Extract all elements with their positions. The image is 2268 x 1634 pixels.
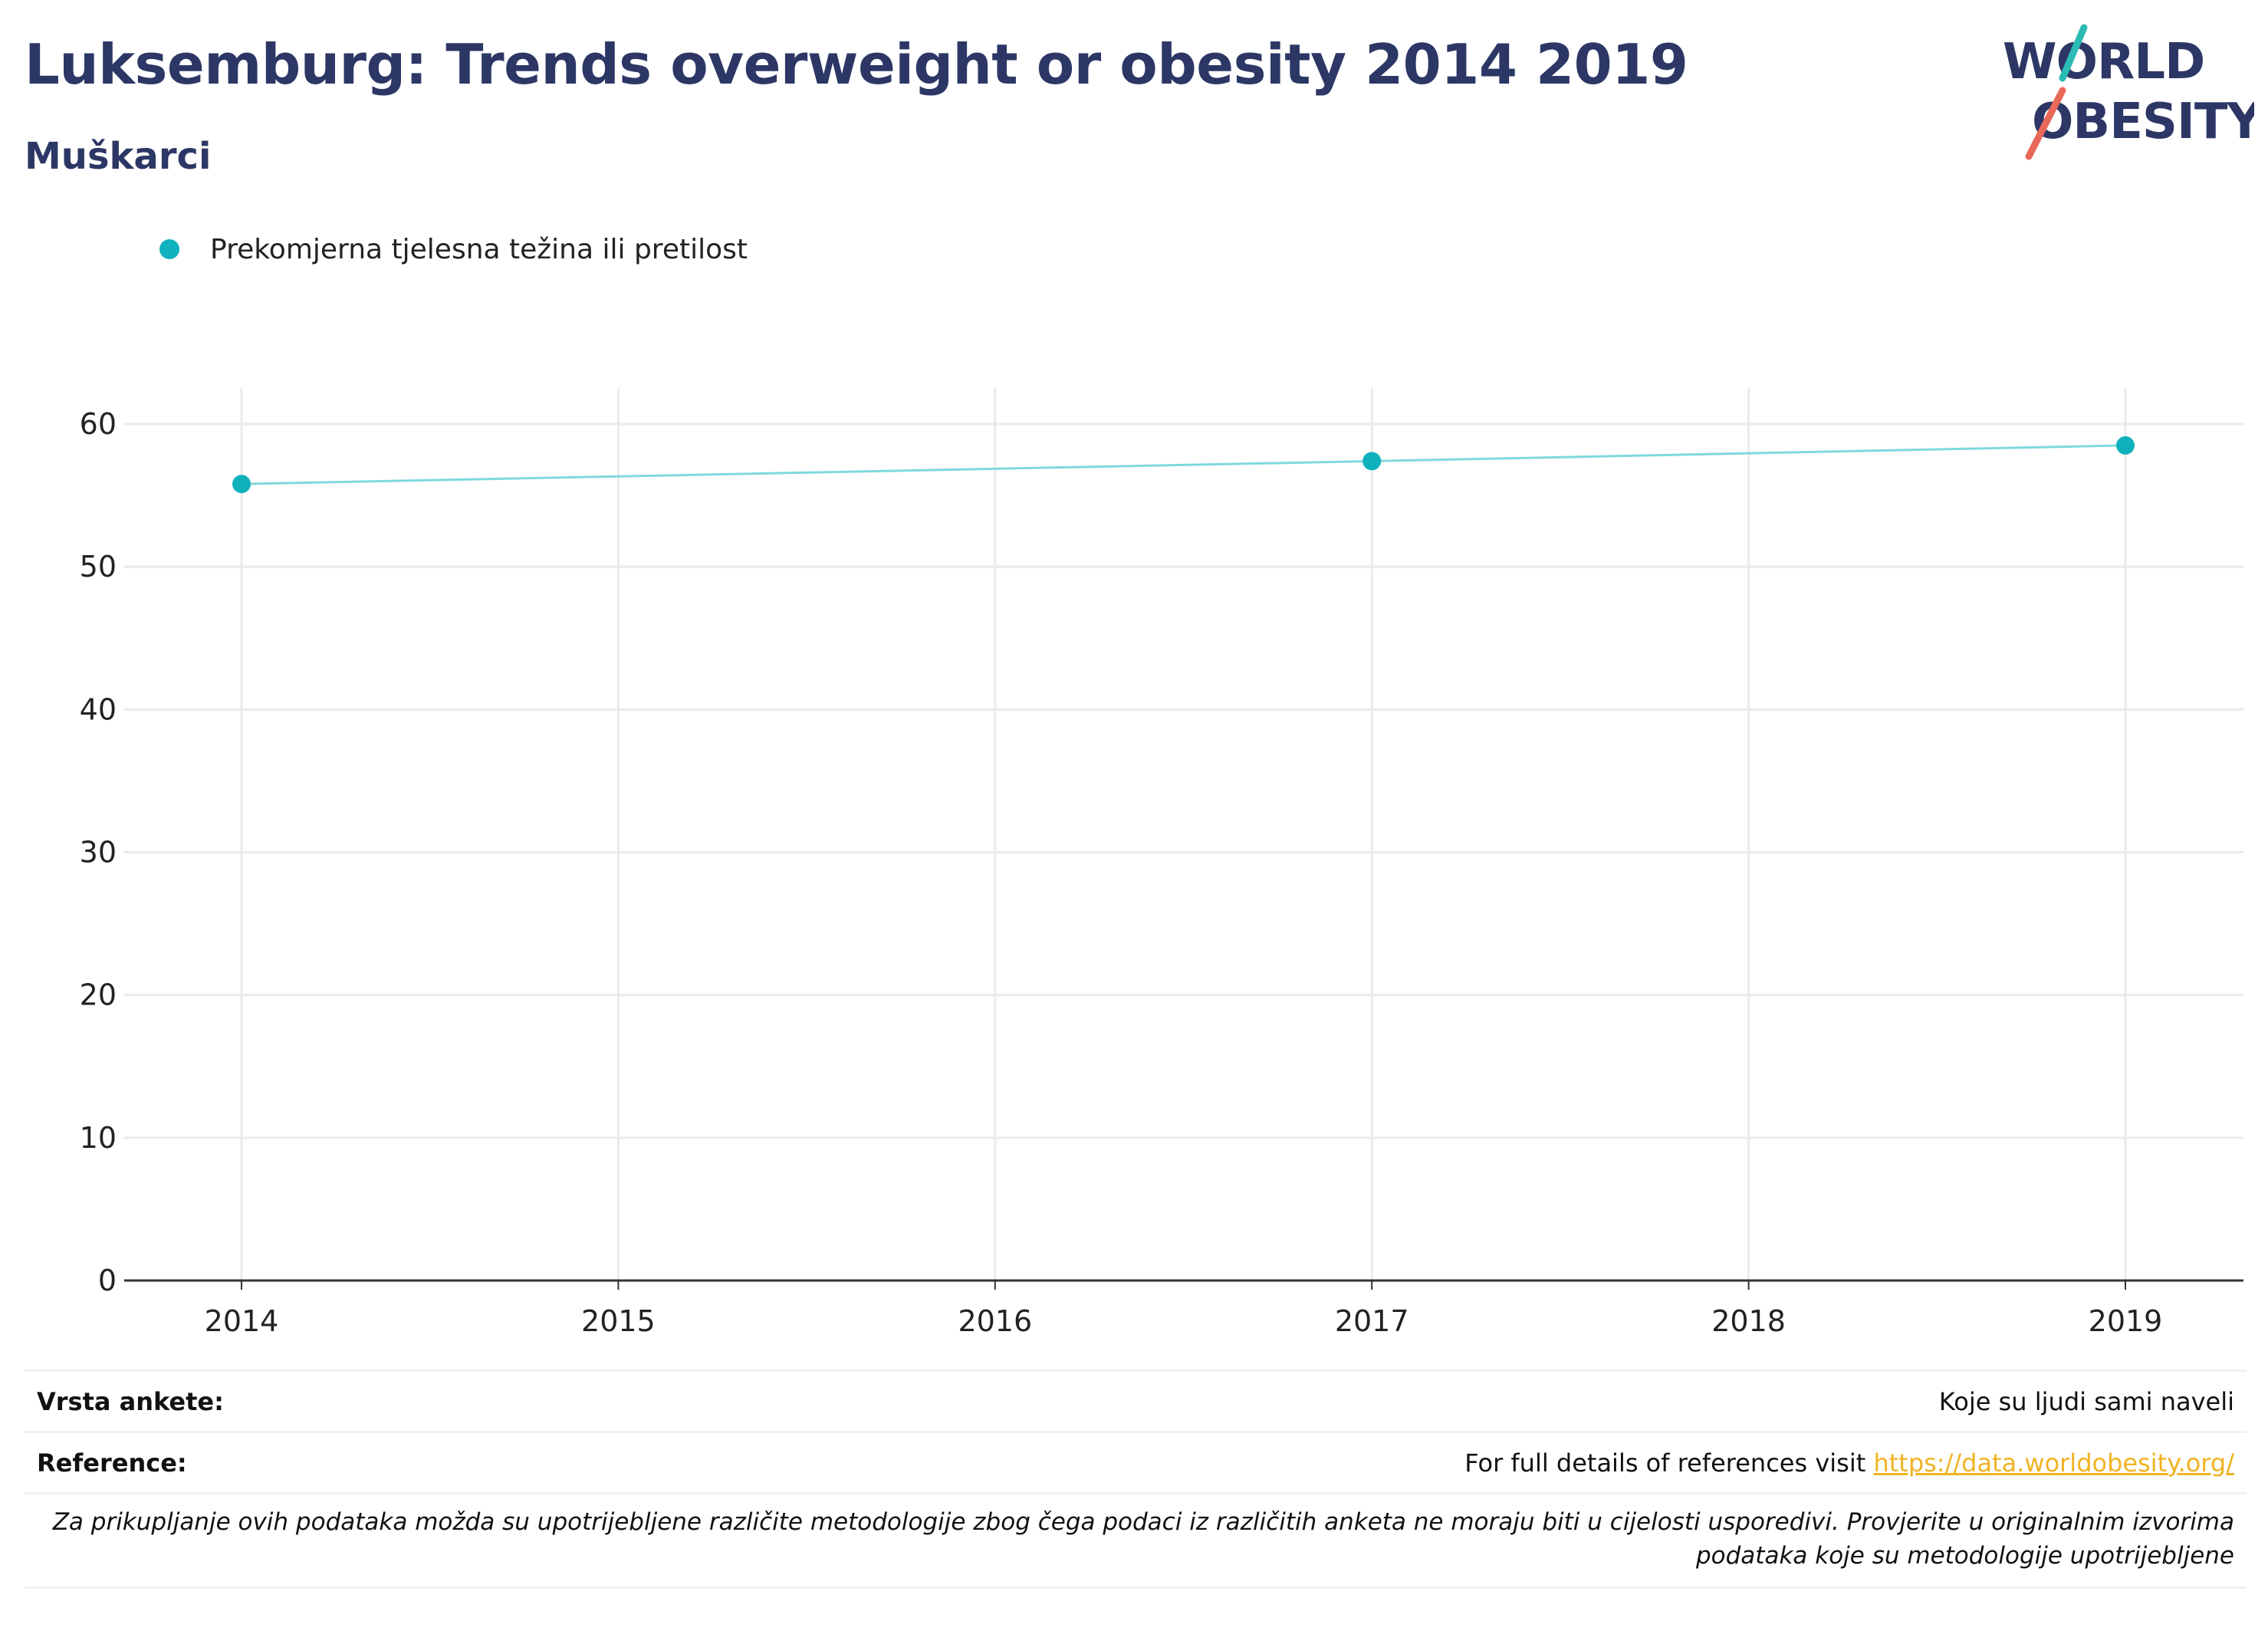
x-tick-label: 2018 (1711, 1304, 1786, 1338)
logo-slash-top (2059, 24, 2088, 82)
y-tick-label: 50 (80, 550, 117, 584)
chart-subtitle: Muškarci (25, 135, 212, 178)
reference-text: For full details of references visit (1464, 1448, 1866, 1478)
logo-word-world: WORLD (2003, 34, 2204, 90)
x-tick-label: 2016 (958, 1304, 1032, 1338)
data-point (232, 475, 251, 494)
reference-row: Reference: For full details of reference… (25, 1431, 2247, 1492)
y-tick-label: 30 (80, 836, 117, 870)
survey-type-label: Vrsta ankete: (37, 1386, 224, 1416)
x-gridlines (240, 388, 2127, 1281)
x-tick-label: 2014 (205, 1304, 279, 1338)
logo-slash-bottom (2025, 87, 2066, 160)
series-line (241, 444, 2126, 485)
reference-label: Reference: (37, 1448, 187, 1478)
chart-title: Luksemburg: Trends overweight or obesity… (25, 32, 1688, 97)
data-series (232, 436, 2135, 494)
reference-value: For full details of references visit htt… (1464, 1448, 2234, 1478)
x-axis (124, 1279, 2243, 1290)
methodology-note: Za prikupljanje ovih podataka možda su u… (25, 1492, 2247, 1589)
legend-marker (159, 239, 179, 259)
y-tick-label: 60 (80, 407, 117, 441)
y-gridlines (124, 422, 2243, 1139)
chart-legend[interactable]: Prekomjerna tjelesna težina ili pretilos… (159, 230, 748, 268)
chart-footer: Vrsta ankete: Koje su ljudi sami naveli … (25, 1369, 2247, 1589)
data-point (1362, 452, 1382, 471)
y-tick-label: 20 (80, 978, 117, 1012)
survey-type-value: Koje su ljudi sami naveli (1938, 1386, 2234, 1416)
survey-type-row: Vrsta ankete: Koje su ljudi sami naveli (25, 1369, 2247, 1431)
legend-label: Prekomjerna tjelesna težina ili pretilos… (210, 233, 748, 265)
x-tick-label: 2015 (581, 1304, 656, 1338)
y-tick-label: 10 (80, 1121, 117, 1155)
world-obesity-logo: WORLD OBESITY (2003, 24, 2254, 160)
x-tick-label: 2017 (1335, 1304, 1409, 1338)
x-tick-label: 2019 (2089, 1304, 2163, 1338)
reference-link[interactable]: https://data.worldobesity.org/ (1873, 1448, 2234, 1478)
data-point (2116, 436, 2135, 455)
y-tick-label: 40 (80, 692, 117, 726)
y-tick-label: 0 (98, 1264, 117, 1297)
logo-word-obesity: OBESITY (2032, 94, 2254, 150)
x-tick-labels: 2014 2015 2016 2017 2018 2019 (205, 1304, 2163, 1338)
y-tick-labels: 0 10 20 30 40 50 60 (80, 407, 117, 1297)
line-chart: 0 10 20 30 40 50 60 2014 2015 2016 2017 2018 2019 (80, 388, 2243, 1338)
